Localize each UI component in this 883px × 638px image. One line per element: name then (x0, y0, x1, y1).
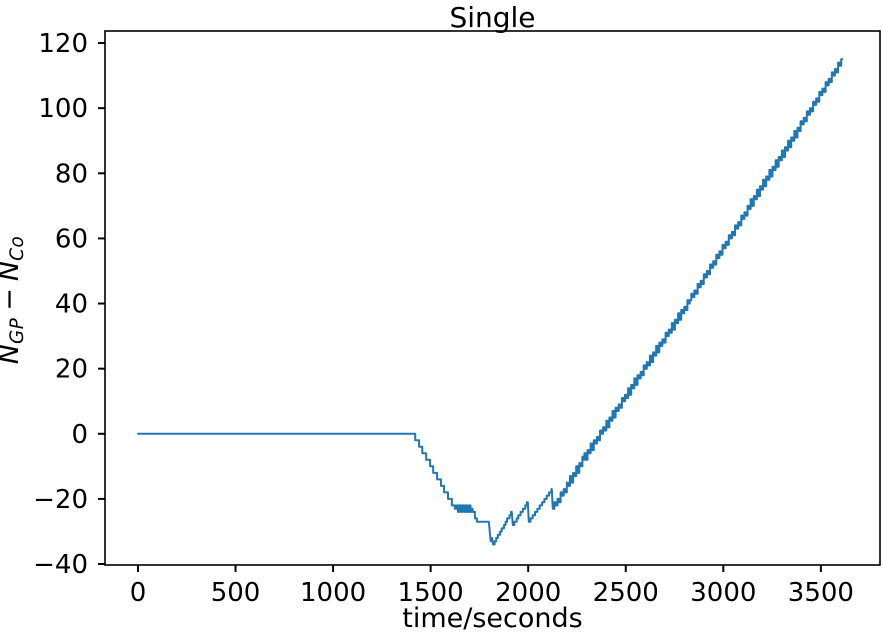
minus-sign: − (0, 288, 25, 311)
y-label-var2: N (0, 261, 25, 281)
y-axis-label: NGP−NCo (0, 236, 28, 364)
y-label-sub2: Co (6, 235, 28, 261)
y-tick-label: 80 (55, 159, 88, 189)
x-tick-label: 500 (211, 578, 261, 608)
data-line (137, 58, 844, 546)
y-tick-label: 60 (55, 224, 88, 254)
x-tick-label: 2500 (593, 578, 659, 608)
y-label-var1: N (0, 344, 25, 364)
y-tick-label: −20 (33, 485, 88, 515)
y-tick-label: 120 (38, 29, 88, 59)
y-tick-label: 40 (55, 290, 88, 320)
x-tick-label: 1500 (398, 578, 464, 608)
y-tick-label: 20 (55, 355, 88, 385)
plot-border (104, 30, 881, 566)
y-tick-label: 0 (71, 420, 88, 450)
y-tick-label: −40 (33, 550, 88, 580)
x-tick-label: 3500 (788, 578, 854, 608)
y-label-sub1: GP (6, 317, 28, 344)
x-tick-label: 1000 (300, 578, 366, 608)
x-tick-label: 2000 (495, 578, 561, 608)
x-axis-label: time/seconds (402, 603, 583, 634)
x-tick-label: 0 (130, 578, 147, 608)
x-tick-label: 3000 (690, 578, 756, 608)
y-tick-label: 100 (38, 94, 88, 124)
chart-title: Single (449, 1, 536, 34)
